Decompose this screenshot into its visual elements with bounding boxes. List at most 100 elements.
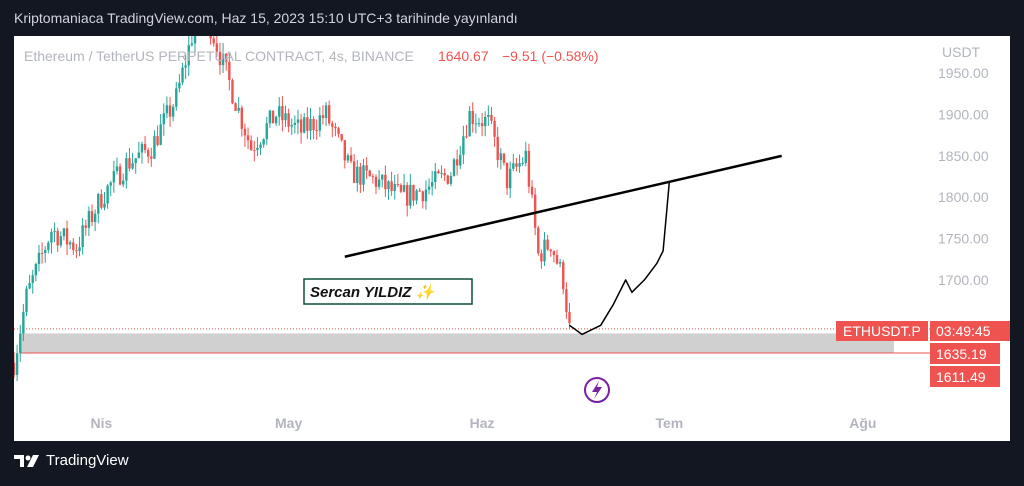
candle-body xyxy=(115,166,119,172)
candle-body xyxy=(187,45,190,66)
candle-body xyxy=(505,162,509,189)
candle-body xyxy=(125,158,128,181)
candle-body xyxy=(134,158,137,164)
x-tick-label: Haz xyxy=(470,415,495,431)
candle-body xyxy=(253,150,256,152)
candle-body xyxy=(284,113,287,121)
brand-name: TradingView xyxy=(46,452,129,469)
candle-body xyxy=(349,155,353,162)
candle-body xyxy=(293,122,297,125)
candle-body xyxy=(50,232,53,243)
candle-body xyxy=(430,181,434,187)
candle-body xyxy=(384,174,387,190)
y-tick-label: 1950.00 xyxy=(938,65,989,81)
candle-body xyxy=(159,124,162,145)
candle-body xyxy=(75,250,78,252)
candle-body xyxy=(399,185,403,192)
candle-body xyxy=(249,140,253,151)
candle-body xyxy=(122,180,125,185)
candle-body xyxy=(424,189,428,202)
candle-body xyxy=(150,156,153,159)
candle-body xyxy=(14,362,16,375)
price-badge-lower xyxy=(930,366,1000,387)
candle-body xyxy=(118,166,122,185)
candle-body xyxy=(184,65,187,68)
candle-body xyxy=(97,194,100,214)
candle-body xyxy=(499,153,503,161)
candle-body xyxy=(268,110,272,124)
chart-price: 1640.67 xyxy=(438,48,489,64)
candle-body xyxy=(265,123,268,140)
candle-body xyxy=(406,185,409,206)
candle-body xyxy=(334,126,337,129)
candle-body xyxy=(555,255,559,264)
candle-body xyxy=(162,113,165,125)
x-tick-label: Tem xyxy=(655,415,683,431)
candle-body xyxy=(546,239,549,250)
candle-body xyxy=(462,136,465,155)
candle-body xyxy=(533,194,537,228)
candle-body xyxy=(496,136,499,161)
candle-body xyxy=(106,185,109,204)
lightning-icon[interactable] xyxy=(584,377,610,403)
candle-body xyxy=(215,43,219,52)
support-zone xyxy=(20,333,895,354)
candle-body xyxy=(19,333,22,354)
candle-body xyxy=(493,120,496,137)
currency-label: USDT xyxy=(942,44,981,60)
price-chart[interactable]: 1950.00 1900.00 1850.00 1800.00 1750.00 1700.… xyxy=(14,36,1010,441)
candle-body xyxy=(290,124,293,127)
y-tick-label: 1750.00 xyxy=(938,231,989,247)
candle-body xyxy=(381,174,384,180)
price-badge-lower-text: 1611.49 xyxy=(936,369,986,385)
candle-body xyxy=(278,106,281,117)
y-tick-label: 1900.00 xyxy=(938,107,989,123)
candle-body xyxy=(477,123,481,125)
candle-body xyxy=(352,161,356,183)
candle-body xyxy=(412,184,415,201)
candle-body xyxy=(209,36,212,39)
candle-body xyxy=(306,117,309,131)
footer-brand: TradingView xyxy=(14,452,129,469)
candle-body xyxy=(321,115,325,119)
chart-panel[interactable]: 1950.00 1900.00 1850.00 1800.00 1750.00 1700.… xyxy=(14,36,1010,441)
candle-body xyxy=(362,165,365,185)
candle-body xyxy=(343,140,346,161)
y-tick-label: 1700.00 xyxy=(938,272,989,288)
candle-body xyxy=(440,172,443,174)
candle-body xyxy=(37,252,41,264)
candle-body xyxy=(40,252,44,254)
candle-body xyxy=(471,110,474,125)
candle-body xyxy=(359,166,362,185)
candle-body xyxy=(90,211,94,222)
countdown-text: 03:49:45 xyxy=(936,323,991,339)
signature-text: Sercan YILDIZ ✨ xyxy=(310,283,438,301)
candle-body xyxy=(552,251,556,256)
candle-body xyxy=(527,150,531,187)
candle-body xyxy=(262,139,265,145)
candle-body xyxy=(356,166,359,183)
candle-body xyxy=(256,147,259,151)
candle-body xyxy=(171,106,175,117)
candle-body xyxy=(393,183,396,191)
candle-body xyxy=(409,184,412,206)
candle-body xyxy=(371,176,375,178)
candle-body xyxy=(81,225,84,248)
candle-body xyxy=(65,228,69,245)
candle-body xyxy=(112,171,116,183)
tradingview-logo-icon xyxy=(14,454,39,467)
candle-body xyxy=(246,135,250,141)
signature-box: Sercan YILDIZ ✨ xyxy=(303,278,473,305)
candle-body xyxy=(168,105,172,117)
candle-body xyxy=(508,168,512,189)
candle-body xyxy=(327,105,331,124)
candle-body xyxy=(515,163,518,167)
candle-body xyxy=(34,263,38,276)
candle-body xyxy=(468,110,471,137)
candle-body xyxy=(15,353,19,375)
candle-body xyxy=(562,262,565,290)
candle-body xyxy=(427,186,431,190)
candle-body xyxy=(237,107,240,111)
candle-body xyxy=(318,115,322,131)
candle-body xyxy=(287,113,290,127)
